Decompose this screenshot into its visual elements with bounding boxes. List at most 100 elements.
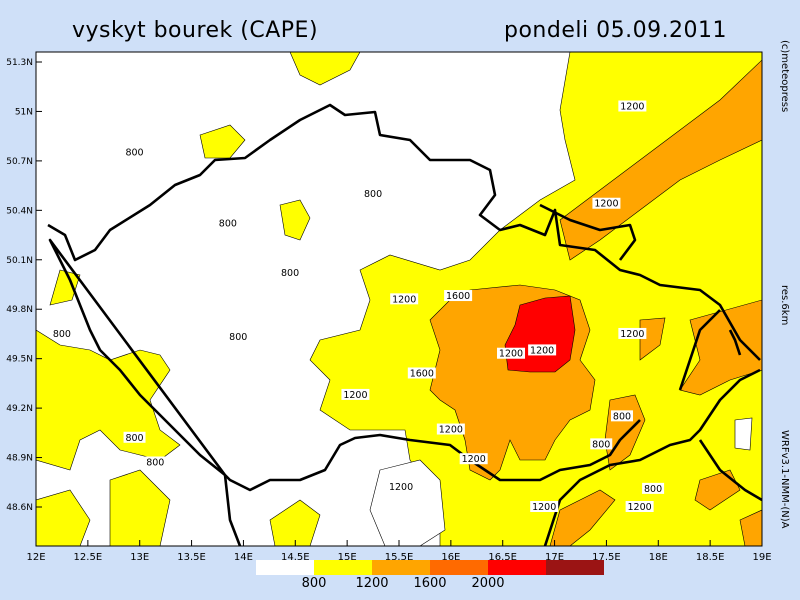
cape-area-south-patch <box>739 509 762 546</box>
contour-label-background <box>530 501 559 512</box>
legend-swatch <box>488 560 546 575</box>
lat-tick-label: 49.8N <box>6 305 33 315</box>
cape-area-northeast-band <box>559 59 762 261</box>
contour-label: 800 <box>216 217 239 230</box>
lat-tick-label: 50.1N <box>6 256 33 266</box>
contour-label: 1200 <box>390 293 419 305</box>
border-slovakia-hungary <box>543 368 761 546</box>
contour-label-text: 800 <box>644 484 662 495</box>
contour-label-background <box>436 423 465 435</box>
lon-tick-label: 13.5E <box>177 552 206 563</box>
lon-tick-label: 19E <box>752 552 771 563</box>
contour-label-text: 800 <box>281 268 299 279</box>
contour-label-text: 1200 <box>620 329 644 340</box>
country-borders <box>47 103 762 546</box>
contour-label: 1200 <box>341 388 370 401</box>
contour-label: 800 <box>144 456 167 469</box>
contour-label-text: 800 <box>53 329 71 340</box>
cape-area-southwest-1 <box>36 489 91 546</box>
lon-tick-label: 15E <box>338 552 357 563</box>
cape-1200-1600-areas <box>429 59 762 546</box>
contour-label-background <box>362 187 385 199</box>
legend-label: 800 <box>301 576 327 591</box>
border-east <box>698 439 762 502</box>
contour-label-background <box>341 388 370 400</box>
lon-tick-label: 12.5E <box>74 552 103 563</box>
contour-label-text: 800 <box>592 439 610 450</box>
contour-label-background <box>592 197 621 209</box>
border-poland-slovakia <box>539 203 637 261</box>
contour-label: 1200 <box>436 423 465 436</box>
legend-swatch <box>546 560 604 575</box>
legend-label: 1200 <box>355 576 389 591</box>
cape-area-southwest-2 <box>109 469 171 546</box>
contour-label-background <box>444 290 473 302</box>
cape-area-north-3 <box>279 199 311 241</box>
contour-label-background <box>497 347 526 359</box>
legend-swatch <box>372 560 430 575</box>
contour-label-text: 1200 <box>343 390 367 401</box>
lat-tick-label: 49.2N <box>6 404 33 414</box>
contour-label-text: 1200 <box>628 502 652 513</box>
lat-tick-label: 50.4N <box>6 206 33 216</box>
map-title: vyskyt bourek (CAPE) <box>72 18 319 43</box>
contour-label: 800 <box>590 438 613 450</box>
cape-area-north-1 <box>289 52 361 86</box>
contour-label: 800 <box>123 431 146 444</box>
contour-label-text: 1200 <box>530 345 554 356</box>
lat-tick-label: 48.6N <box>6 503 33 513</box>
legend-label: 2000 <box>471 576 505 591</box>
lon-tick-label: 18.5E <box>696 552 725 563</box>
contour-label-background <box>279 266 302 278</box>
cape-area-north-2 <box>199 124 246 159</box>
contour-label: 1200 <box>618 100 647 113</box>
cape-area-east-2 <box>679 299 762 396</box>
forecast-date: pondeli 05.09.2011 <box>504 18 728 43</box>
contour-label: 800 <box>227 331 250 343</box>
border-austria <box>223 474 242 546</box>
contour-label-text: 1200 <box>532 502 556 513</box>
contour-label-background <box>123 146 146 158</box>
contour-label: 800 <box>610 410 633 422</box>
contour-label-background <box>227 331 250 343</box>
lon-tick-label: 14E <box>234 552 253 563</box>
contour-label-background <box>144 456 167 468</box>
contour-label-text: 800 <box>364 189 382 200</box>
lon-tick-label: 17E <box>545 552 564 563</box>
lat-tick-label: 49.5N <box>6 355 33 365</box>
contour-label-background <box>625 501 654 512</box>
contour-label: 800 <box>362 187 385 200</box>
contour-label-text: 800 <box>229 332 247 343</box>
contour-label-background <box>618 327 647 339</box>
contour-label-background <box>618 100 647 112</box>
lon-tick-label: 15.5E <box>385 552 414 563</box>
contour-label-background <box>642 482 665 494</box>
lon-tick-label: 17.5E <box>592 552 621 563</box>
lon-tick-label: 16.5E <box>488 552 517 563</box>
lat-tick-label: 50.7N <box>6 157 33 167</box>
contour-label-background <box>590 438 613 450</box>
contour-label-text: 1200 <box>389 482 413 493</box>
contour-label: 1200 <box>625 501 654 513</box>
contour-label: 800 <box>642 482 665 495</box>
legend-color-bar <box>256 560 604 575</box>
contour-label: 800 <box>279 266 302 279</box>
contour-label: 1200 <box>530 501 559 513</box>
contour-label-background <box>216 217 239 229</box>
border-czech <box>47 103 761 492</box>
lon-tick-label: 14.5E <box>281 552 310 563</box>
legend-swatch <box>256 560 314 575</box>
contour-label-text: 1200 <box>392 294 416 305</box>
contour-label-text: 800 <box>125 433 143 444</box>
contour-label-text: 800 <box>125 148 143 159</box>
lon-tick-label: 13E <box>130 552 149 563</box>
contour-label-text: 1200 <box>620 102 644 113</box>
lon-tick-label: 16E <box>441 552 460 563</box>
contour-label-text: 1200 <box>594 199 618 210</box>
axis-ticks: 12E 12.5E 13E 13.5E 14E 14.5E 15E 15.5E 16E 16.5E… <box>6 58 771 563</box>
contour-label: 1200 <box>592 197 621 210</box>
contour-label-background <box>407 367 436 379</box>
contour-label-text: 800 <box>613 411 631 422</box>
contour-label-background <box>50 327 73 339</box>
